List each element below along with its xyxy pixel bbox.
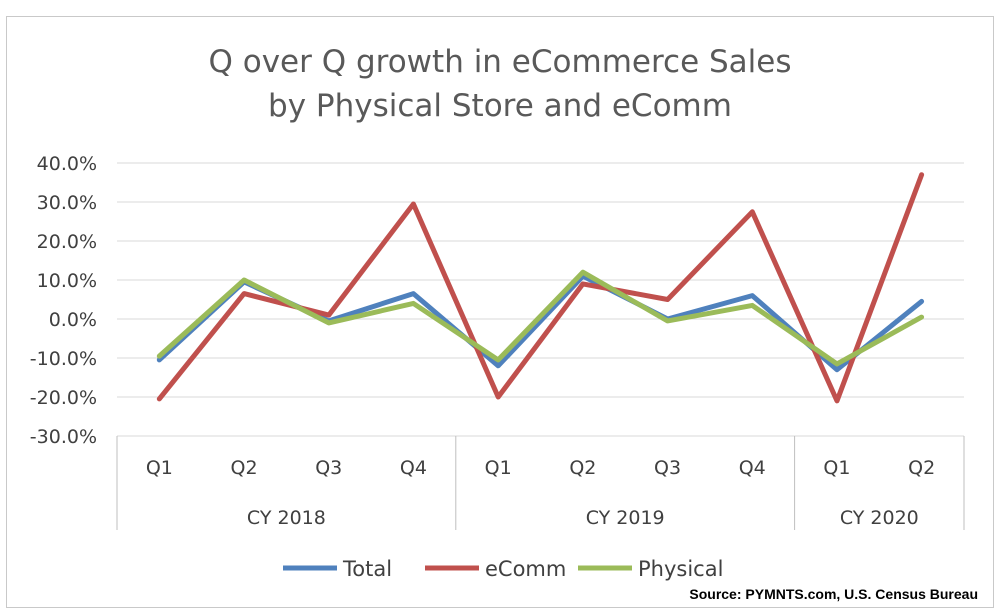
y-tick-label: 20.0% (37, 231, 97, 253)
y-tick-label: -20.0% (30, 387, 97, 409)
x-group-label: CY 2019 (586, 507, 665, 529)
y-tick-label: -10.0% (30, 348, 97, 370)
y-axis-ticks: -30.0% -20.0% -10.0% 0.0% 10.0% 20.0% 30.0% 40.… (30, 153, 97, 448)
x-tick-label: Q2 (231, 457, 258, 479)
x-tick-label: Q2 (908, 457, 935, 479)
y-tick-label: 40.0% (37, 153, 97, 175)
series-line-total (156, 273, 925, 373)
series-lines (156, 172, 925, 404)
x-tick-label: Q3 (315, 457, 342, 479)
x-tick-label: Q1 (485, 457, 512, 479)
x-axis: Q1 Q2 Q3 Q4 Q1 Q2 Q3 Q4 Q1 Q2 CY 2018 CY 2019 CY 202… (116, 436, 965, 530)
legend: Total eComm Physical (283, 557, 723, 581)
x-tick-label: Q3 (654, 457, 681, 479)
x-tick-label: Q1 (146, 457, 173, 479)
series-line-ecomm (156, 172, 925, 404)
x-group-label: CY 2018 (247, 507, 326, 529)
series-line-physical (156, 269, 925, 367)
y-tick-label: 30.0% (37, 192, 97, 214)
y-tick-label: -30.0% (30, 426, 97, 448)
gridlines (117, 162, 964, 437)
x-tick-label: Q4 (400, 457, 427, 479)
chart-frame (6, 16, 994, 608)
legend-label-ecomm: eComm (485, 557, 566, 581)
y-tick-label: 10.0% (37, 270, 97, 292)
legend-label-physical: Physical (638, 557, 723, 581)
x-tick-label: Q2 (569, 457, 596, 479)
y-tick-label: 0.0% (49, 309, 97, 331)
chart-title: Q over Q growth in eCommerce Sales (208, 44, 791, 80)
x-tick-label: Q4 (739, 457, 766, 479)
source-note: Source: PYMNTS.com, U.S. Census Bureau (689, 586, 978, 602)
chart-subtitle: by Physical Store and eComm (268, 88, 732, 124)
x-tick-label: Q1 (823, 457, 850, 479)
legend-label-total: Total (342, 557, 392, 581)
x-group-label: CY 2020 (840, 507, 919, 529)
